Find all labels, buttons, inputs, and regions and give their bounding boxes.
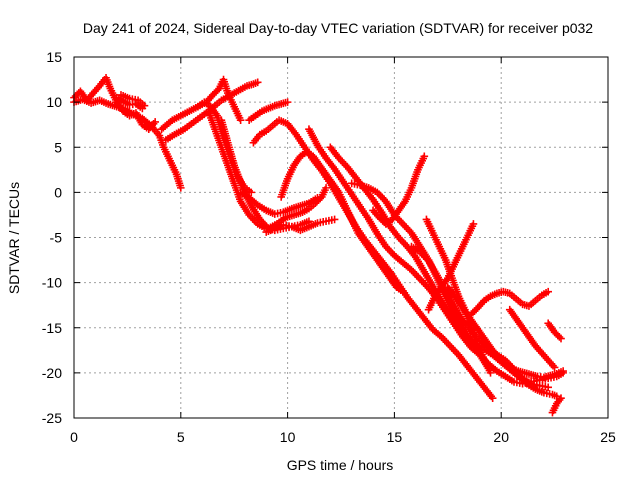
series-arc-14: [277, 147, 407, 296]
data-point: [486, 369, 495, 377]
data-point: [544, 383, 552, 392]
data-point: [552, 392, 561, 401]
x-tick-label: 0: [70, 429, 78, 445]
data-point: [177, 184, 185, 192]
x-tick-label: 15: [387, 429, 403, 445]
data-point: [313, 193, 322, 202]
y-tick-label: 10: [46, 94, 62, 110]
series-arc-13: [262, 215, 339, 236]
series-arc-26: [548, 394, 565, 417]
data-point: [488, 394, 497, 402]
data-point: [322, 184, 330, 192]
data-point: [559, 367, 567, 375]
data-series: [70, 73, 567, 417]
data-point: [236, 116, 245, 124]
series-arc-23: [467, 287, 552, 319]
y-tick-label: -5: [50, 230, 63, 246]
y-tick-label: 15: [46, 49, 62, 65]
x-axis-label: GPS time / hours: [287, 457, 394, 473]
y-tick-label: -15: [42, 320, 62, 336]
y-tick-label: 0: [54, 184, 62, 200]
series-arc-19: [407, 242, 552, 392]
y-tick-label: 5: [54, 139, 62, 155]
x-tick-label: 25: [600, 429, 616, 445]
data-point: [544, 287, 552, 296]
data-point: [469, 220, 478, 228]
data-point: [557, 334, 565, 343]
data-point: [283, 98, 292, 106]
y-tick-label: -25: [42, 410, 62, 426]
x-tick-label: 10: [280, 429, 296, 445]
data-point: [330, 215, 339, 224]
series-arc-17: [347, 179, 493, 373]
series-arc-18: [369, 152, 429, 228]
series-arc-22: [424, 220, 478, 314]
series-arc-12: [236, 188, 322, 218]
x-tick-label: 5: [177, 429, 185, 445]
data-point: [557, 394, 565, 402]
data-point: [140, 101, 149, 110]
axis-ticks: 0 5 10 15 20 25 15 10 5 0 -5 -10 -15 -20 -25: [42, 49, 616, 445]
data-point: [151, 118, 159, 126]
data-point: [399, 287, 407, 296]
series-arc-6: [162, 78, 262, 144]
data-point: [253, 78, 262, 87]
y-axis-label: SDTVAR / TECUs: [6, 182, 22, 294]
y-tick-label: -10: [42, 275, 62, 291]
series-arc-10: [245, 98, 292, 124]
series-arc-4: [117, 91, 149, 110]
chart-title: Day 241 of 2024, Sidereal Day-to-day VTE…: [83, 20, 593, 36]
series-arc-25: [544, 319, 565, 343]
data-point: [420, 152, 429, 161]
series-arc-24: [505, 305, 559, 372]
x-tick-label: 20: [493, 429, 509, 445]
y-tick-label: -20: [42, 365, 62, 381]
data-point: [550, 363, 559, 372]
series-arc-21: [444, 283, 567, 382]
data-point: [247, 188, 256, 197]
